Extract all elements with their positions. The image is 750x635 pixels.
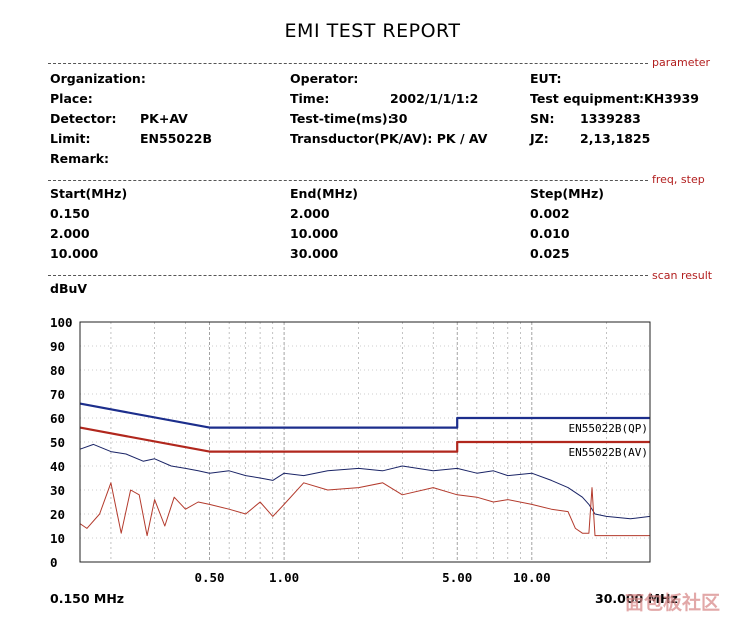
y-tick-label: 50 (50, 435, 65, 450)
freq-row-start: 0.150 (50, 206, 90, 221)
y-tick-label: 10 (50, 531, 65, 546)
x-start-label: 0.150 MHz (50, 591, 125, 606)
measurement-trace (79, 482, 650, 537)
freq-step-section-tag: freq, step (648, 173, 705, 186)
scan-result-divider (48, 275, 648, 276)
measurement-trace (79, 443, 651, 520)
y-tick-label: 100 (50, 315, 73, 330)
organization-label: Organization: (50, 71, 146, 86)
end-header: End(MHz) (290, 186, 358, 201)
limit-line (79, 402, 650, 429)
freq-row-step: 0.025 (530, 246, 570, 261)
transductor-label: Transductor(PK/AV): PK / AV (290, 131, 488, 146)
jz-label: JZ: (530, 131, 549, 146)
detector-label: Detector: (50, 111, 117, 126)
freq-row-end: 2.000 (290, 206, 330, 221)
jz-value: 2,13,1825 (580, 131, 651, 146)
x-tick-label: 10.00 (513, 570, 551, 585)
y-tick-label: 60 (50, 411, 65, 426)
plot-area-frame (79, 321, 651, 563)
limit-line (79, 426, 650, 453)
test-time-value: 30 (390, 111, 408, 126)
y-tick-label: 0 (50, 555, 58, 570)
step-header: Step(MHz) (530, 186, 605, 201)
parameter-divider (48, 63, 648, 64)
test-equipment-label: Test equipment:KH3939 (530, 91, 699, 106)
watermark-text: 面包板社区 (625, 592, 721, 614)
y-tick-label: 20 (50, 507, 65, 522)
remark-label: Remark: (50, 151, 110, 166)
start-header: Start(MHz) (50, 186, 128, 201)
freq-step-divider (48, 180, 648, 181)
freq-row-end: 10.000 (290, 226, 339, 241)
time-label: Time: (290, 91, 330, 106)
y-tick-label: 70 (50, 387, 65, 402)
y-tick-label: 80 (50, 363, 65, 378)
eut-label: EUT: (530, 71, 562, 86)
freq-row-start: 2.000 (50, 226, 90, 241)
limit-label: Limit: (50, 131, 91, 146)
y-tick-label: 40 (50, 459, 65, 474)
test-time-label: Test-time(ms): (290, 111, 393, 126)
place-label: Place: (50, 91, 93, 106)
limit-value: EN55022B (140, 131, 213, 146)
y-axis-unit-label: dBuV (50, 281, 88, 296)
freq-row-end: 30.000 (290, 246, 339, 261)
y-tick-label: 90 (50, 339, 65, 354)
parameter-section-tag: parameter (648, 56, 711, 69)
scan-result-section-tag: scan result (648, 269, 713, 282)
x-tick-label: 0.50 (194, 570, 224, 585)
y-tick-label: 30 (50, 483, 65, 498)
report-title: EMI TEST REPORT (284, 20, 461, 42)
freq-row-step: 0.010 (530, 226, 570, 241)
x-end-label: 30.000 MHz (595, 591, 678, 606)
detector-value: PK+AV (140, 111, 188, 126)
operator-label: Operator: (290, 71, 359, 86)
x-tick-label: 5.00 (442, 570, 472, 585)
sn-value: 1339283 (580, 111, 641, 126)
sn-label: SN: (530, 111, 555, 126)
x-tick-label: 1.00 (269, 570, 299, 585)
freq-row-start: 10.000 (50, 246, 99, 261)
time-value: 2002/1/1/1:2 (390, 91, 479, 106)
freq-row-step: 0.002 (530, 206, 570, 221)
series-label: EN55022B(AV) (569, 446, 648, 459)
series-label: EN55022B(QP) (569, 422, 648, 435)
